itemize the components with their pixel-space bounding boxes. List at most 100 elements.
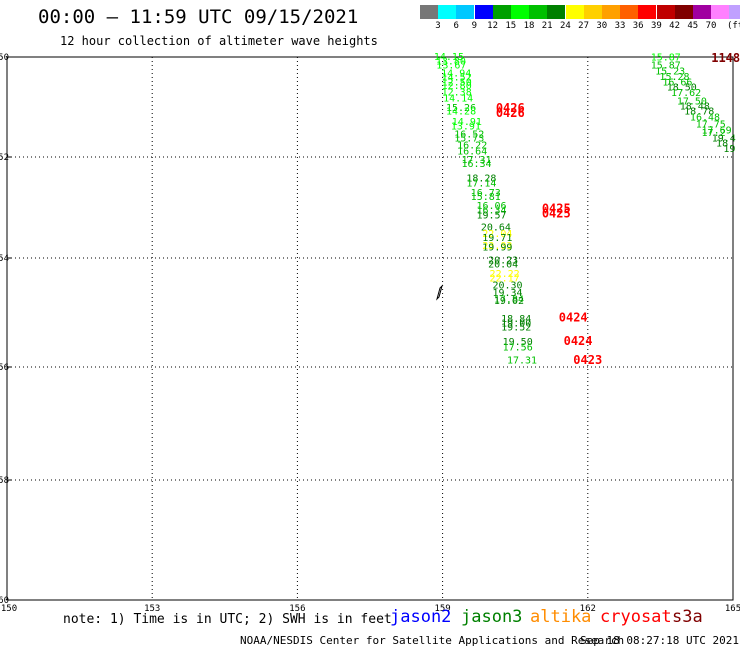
- pass-time-label: 0424: [564, 334, 593, 348]
- wave-height-value: 19.02: [494, 296, 524, 307]
- legend-swatch: [456, 5, 475, 19]
- satellite-legend-jason2: jason2: [390, 607, 452, 627]
- wave-height-value: 20.04: [488, 259, 518, 270]
- wave-height-value: 15.23: [655, 66, 685, 77]
- legend-swatch: [620, 5, 639, 19]
- wave-height-value: 14.52: [442, 73, 472, 84]
- legend-swatch: [565, 5, 584, 19]
- wave-height-value: 16.34: [461, 159, 491, 170]
- pass-time-label: 0426: [496, 101, 525, 115]
- legend-label: 36: [632, 21, 644, 31]
- legend-swatch: [420, 5, 438, 19]
- satellite-legend-s3a: s3a: [672, 607, 703, 627]
- wave-height-value: 22.22: [490, 269, 520, 280]
- legend-swatch: [474, 5, 493, 19]
- legend-label: 6: [453, 21, 459, 31]
- legend-label: 70: [705, 21, 717, 31]
- lon-tick-label: 165: [725, 604, 740, 614]
- wave-height-value: 18.50: [667, 83, 697, 94]
- wave-height-value: 19: [723, 144, 735, 155]
- pass-time-label: 0425: [542, 207, 571, 221]
- color-legend-unit: (ft): [727, 21, 740, 31]
- wave-height-value: 14.28: [446, 106, 476, 117]
- legend-label: 12: [487, 21, 499, 31]
- wave-height-value: 19.57: [476, 210, 506, 221]
- wave-height-value: 15.73: [454, 133, 484, 144]
- legend-swatch: [492, 5, 511, 19]
- wave-height-value: 16.34: [476, 205, 506, 216]
- wave-height-value: 12.80: [442, 81, 472, 92]
- wave-height-value: 12.38: [442, 87, 472, 98]
- satellite-legend-jason3: jason3: [461, 607, 523, 627]
- pass-time-label: 1148: [711, 51, 740, 65]
- legend-label: 21: [541, 21, 553, 31]
- lon-tick-label: 150: [1, 604, 17, 614]
- wave-height-value: 16.22: [457, 141, 487, 152]
- generated-timestamp: Sep 18 08:27:18 UTC 2021: [580, 634, 739, 647]
- wave-height-value: 17.50: [677, 97, 707, 108]
- wave-height-value: 16.06: [476, 201, 506, 212]
- wave-height-value: 17.14: [466, 179, 496, 190]
- page-subtitle: 12 hour collection of altimeter wave hei…: [60, 34, 378, 48]
- wave-height-value: 16.73: [471, 188, 501, 199]
- legend-label: 18: [523, 21, 535, 31]
- wave-height-value: 18.28: [466, 174, 496, 185]
- lon-tick-label: 153: [144, 604, 160, 614]
- legend-swatch: [656, 5, 675, 19]
- wave-height-value: 18.: [716, 139, 734, 150]
- wave-height-value: 18.78: [684, 106, 714, 117]
- legend-swatch: [602, 5, 620, 19]
- lon-tick-label: 156: [289, 604, 305, 614]
- legend-label: 15: [505, 21, 517, 31]
- pass-time-label: 0426: [496, 106, 525, 120]
- wave-height-value: 17.62: [671, 88, 701, 99]
- wave-height-value: 20.30: [492, 281, 522, 292]
- legend-swatch: [547, 5, 566, 19]
- wave-height-value: 14.14: [443, 94, 473, 105]
- legend-swatch: [729, 5, 740, 19]
- wave-height-value: 19.71: [482, 233, 512, 244]
- legend-label: 33: [614, 21, 626, 31]
- legend-swatch: [693, 5, 711, 19]
- legend-label: 27: [578, 21, 590, 31]
- wave-height-value: 14.15: [434, 52, 464, 63]
- lon-tick-label: 162: [580, 604, 596, 614]
- wave-height-value: 19.52: [501, 322, 531, 333]
- wave-height-value: 19.34: [492, 288, 522, 299]
- wave-height-value: 18.84: [501, 314, 531, 325]
- wave-height-value: 19.99: [482, 243, 512, 254]
- wave-height-value: 17.31: [507, 356, 537, 367]
- credit-line: NOAA/NESDIS Center for Satellite Applica…: [240, 634, 625, 647]
- wave-height-value: 15.26: [446, 103, 476, 114]
- lat-tick-label: -52: [0, 153, 9, 163]
- wave-height-value: 13.67: [436, 60, 466, 71]
- pass-time-label: 0424: [559, 311, 588, 325]
- map-frame: [6, 56, 734, 601]
- lat-tick-label: -56: [0, 363, 9, 373]
- legend-swatch: [583, 5, 602, 19]
- legend-swatch: [511, 5, 529, 19]
- wave-height-value: 20.23: [488, 256, 518, 267]
- legend-swatch: [638, 5, 657, 19]
- lat-tick-label: -58: [0, 476, 9, 486]
- legend-label: 42: [669, 21, 681, 31]
- wave-height-value: 19.00: [501, 319, 531, 330]
- legend-label: 9: [471, 21, 478, 31]
- wave-height-value: 15.87: [651, 52, 681, 63]
- wave-height-value: 17.56: [503, 343, 533, 354]
- lat-tick-label: -50: [0, 53, 9, 63]
- wave-height-value: 14.94: [441, 68, 471, 79]
- legend-swatch: [438, 5, 457, 19]
- wave-height-value: 19.50: [503, 337, 533, 348]
- satellite-legend-cryosat: cryosat: [600, 607, 672, 627]
- wave-height-value: 14.91: [452, 117, 482, 128]
- wave-height-value: 15.81: [471, 192, 501, 203]
- wave-height-value: 22.17: [490, 274, 520, 285]
- legend-swatch: [711, 5, 730, 19]
- satellite-legend-altika: altika: [530, 607, 592, 627]
- wave-height-value: 17.31: [461, 155, 491, 166]
- legend-label: 24: [559, 21, 571, 31]
- wave-height-value: 17.75: [696, 120, 726, 131]
